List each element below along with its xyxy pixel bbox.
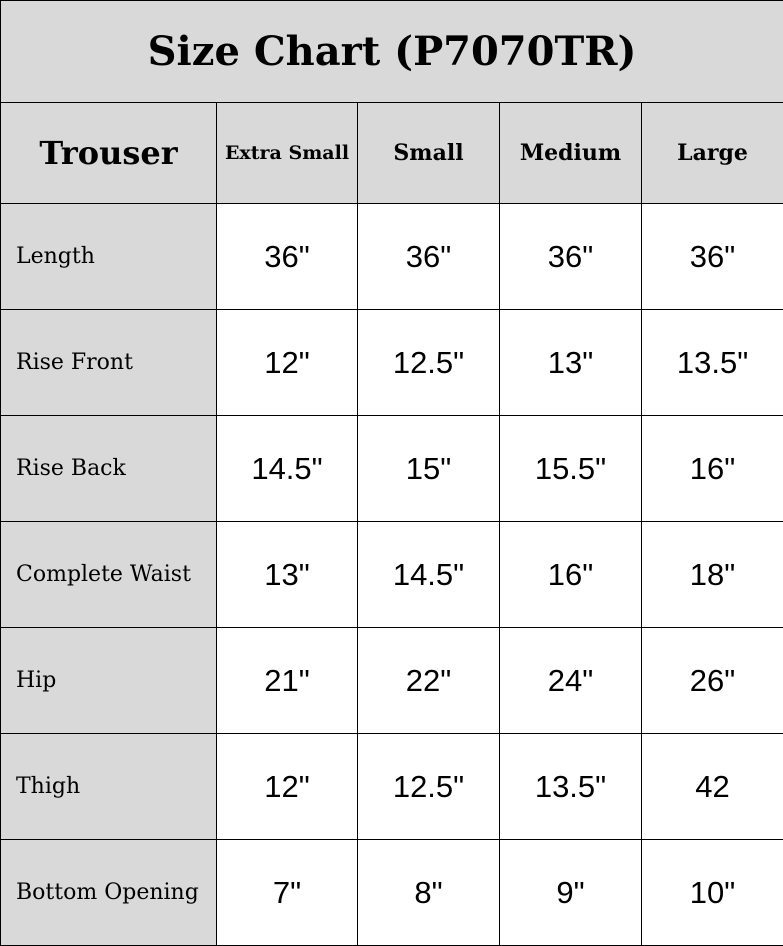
cell-value: 16": [499, 521, 642, 628]
cell-value: 36": [357, 203, 500, 310]
cell-value: 12": [216, 733, 358, 840]
table-row: Thigh 12" 12.5" 13.5" 42: [0, 733, 783, 840]
cell-value: 14.5": [357, 521, 500, 628]
cell-value: 36": [640, 203, 783, 310]
header-size: Extra Small: [216, 102, 358, 204]
row-label: Rise Back: [0, 415, 217, 522]
cell-value: 15": [357, 415, 500, 522]
cell-value: 10": [640, 839, 783, 946]
row-label: Rise Front: [0, 309, 217, 416]
header-row: Trouser Extra Small Small Medium Large: [0, 102, 783, 204]
cell-value: 42: [640, 733, 783, 840]
header-size: Medium: [499, 102, 642, 204]
cell-value: 12": [216, 309, 358, 416]
cell-value: 14.5": [216, 415, 358, 522]
chart-title: Size Chart (P7070TR): [0, 0, 783, 103]
cell-value: 22": [357, 627, 500, 734]
cell-value: 8": [357, 839, 500, 946]
cell-value: 16": [640, 415, 783, 522]
cell-value: 13.5": [499, 733, 642, 840]
cell-value: 9": [499, 839, 642, 946]
cell-value: 15.5": [499, 415, 642, 522]
row-label: Length: [0, 203, 217, 310]
table-row: Rise Back 14.5" 15" 15.5" 16": [0, 415, 783, 522]
header-size: Large: [640, 102, 783, 204]
cell-value: 26": [640, 627, 783, 734]
header-size: Small: [357, 102, 500, 204]
table-row: Hip 21" 22" 24" 26": [0, 627, 783, 734]
cell-value: 13": [216, 521, 358, 628]
cell-value: 24": [499, 627, 642, 734]
table-row: Length 36" 36" 36" 36": [0, 203, 783, 310]
cell-value: 12.5": [357, 309, 500, 416]
cell-value: 36": [499, 203, 642, 310]
table-row: Rise Front 12" 12.5" 13" 13.5": [0, 309, 783, 416]
header-trouser: Trouser: [0, 102, 217, 204]
table-row: Complete Waist 13" 14.5" 16" 18": [0, 521, 783, 628]
table-row: Bottom Opening 7" 8" 9" 10": [0, 839, 783, 946]
cell-value: 18": [640, 521, 783, 628]
row-label: Hip: [0, 627, 217, 734]
row-label: Complete Waist: [0, 521, 217, 628]
row-label: Thigh: [0, 733, 217, 840]
row-label: Bottom Opening: [0, 839, 217, 946]
cell-value: 36": [216, 203, 358, 310]
cell-value: 12.5": [357, 733, 500, 840]
cell-value: 7": [216, 839, 358, 946]
cell-value: 13": [499, 309, 642, 416]
cell-value: 21": [216, 627, 358, 734]
cell-value: 13.5": [640, 309, 783, 416]
